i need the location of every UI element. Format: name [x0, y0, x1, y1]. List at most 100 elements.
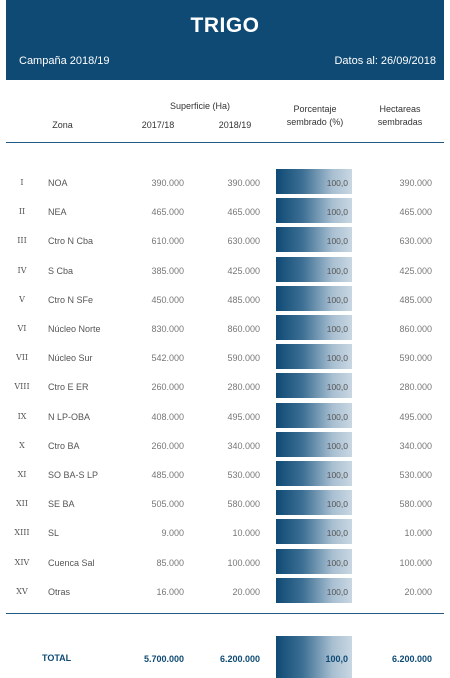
table-row: XIV Cuenca Sal 85.000 100.000 100.000 100,0	[6, 547, 444, 576]
hectares-sown: 495.000	[399, 411, 432, 422]
surface-2018-19: 580.000	[227, 499, 260, 510]
total-year1: 5.700.000	[143, 654, 184, 664]
pct-header-line1: Porcentaje	[293, 104, 337, 114]
pct-bar: 100,0	[276, 519, 352, 545]
pct-bar: 100,0	[276, 256, 352, 282]
row-number: XIII	[14, 528, 30, 538]
row-number: III	[17, 236, 27, 246]
table-row: X Ctro BA 260.000 340.000 340.000 100,0	[6, 430, 444, 459]
surface-2017-18: 16.000	[156, 586, 184, 597]
row-number: I	[20, 178, 24, 187]
surface-2017-18: 610.000	[151, 236, 184, 247]
pct-bar: 100,0	[276, 577, 352, 603]
header-divider	[6, 142, 444, 143]
zone-name: S Cba	[48, 265, 74, 276]
row-number: V	[19, 294, 25, 304]
total-divider	[6, 613, 444, 614]
pct-value: 100,0	[326, 470, 348, 480]
pct-bar: 100,0	[276, 461, 352, 486]
surface-2017-18: 390.000	[151, 178, 184, 188]
row-number: VI	[17, 324, 27, 333]
zone-name: Otras	[48, 586, 71, 597]
pct-value: 100,0	[326, 557, 348, 568]
surface-2018-19: 10.000	[232, 528, 260, 539]
hect-header-line1: Hectareas	[379, 104, 421, 114]
pct-value: 100,0	[326, 294, 348, 305]
table-row: IX N LP-OBA 408.000 495.000 495.000 100,0	[6, 401, 444, 430]
surface-2017-18: 450.000	[151, 294, 184, 305]
campaign-label: Campaña 2018/19	[19, 55, 110, 67]
hect-header: Hectareas sembradas	[360, 103, 440, 129]
pct-value: 100,0	[326, 324, 348, 334]
pct-header: Porcentaje sembrado (%)	[270, 103, 360, 129]
zone-name: Núcleo Norte	[48, 324, 101, 334]
hectares-sown: 20.000	[404, 586, 432, 597]
zona-header: Zona	[52, 120, 73, 130]
hectares-sown: 425.000	[399, 265, 432, 276]
surface-2017-18: 385.000	[151, 265, 184, 276]
surface-2017-18: 505.000	[151, 499, 184, 510]
surface-2018-19: 340.000	[227, 440, 260, 451]
hectares-sown: 100.000	[399, 557, 432, 568]
hect-header-line2: sembradas	[377, 117, 423, 127]
hectares-sown: 860.000	[399, 324, 432, 334]
year1-header: 2017/18	[141, 120, 175, 130]
zone-name: SE BA	[48, 499, 75, 510]
surface-2017-18: 465.000	[151, 207, 184, 218]
header-banner: TRIGO Campaña 2018/19 Datos al: 26/09/20…	[6, 0, 444, 80]
total-year2: 6.200.000	[219, 654, 260, 664]
surface-2017-18: 408.000	[151, 411, 184, 422]
pct-bar: 100,0	[276, 373, 352, 399]
table-row: III Ctro N Cba 610.000 630.000 630.000 100,0	[6, 225, 444, 254]
data-date-label: Datos al: 26/09/2018	[334, 55, 436, 67]
hectares-sown: 280.000	[399, 382, 432, 393]
row-number: X	[19, 440, 25, 450]
hectares-sown: 630.000	[399, 236, 432, 247]
row-number: XV	[16, 586, 28, 596]
surface-2017-18: 260.000	[151, 382, 184, 393]
row-number: IX	[17, 411, 27, 421]
surface-2018-19: 630.000	[227, 236, 260, 247]
hectares-sown: 485.000	[399, 294, 432, 305]
zone-name: Ctro N SFe	[48, 294, 94, 305]
surface-2017-18: 542.000	[151, 353, 184, 364]
table-row: XIII SL 9.000 10.000 10.000 100,0	[6, 517, 444, 546]
year2-header: 2018/19	[218, 120, 252, 130]
pct-value: 100,0	[326, 236, 348, 247]
surface-2017-18: 485.000	[151, 470, 184, 480]
table-row: VIII Ctro E ER 260.000 280.000 280.000 100,0	[6, 371, 444, 400]
pct-value: 100,0	[326, 382, 348, 393]
pct-bar: 100,0	[276, 285, 352, 311]
surface-2018-19: 100.000	[227, 557, 260, 568]
zone-name: NOA	[48, 178, 68, 188]
row-number: XI	[17, 470, 27, 479]
pct-value: 100,0	[326, 265, 348, 276]
table-row: VII Núcleo Sur 542.000 590.000 590.000 100,0	[6, 342, 444, 371]
pct-value: 100,0	[326, 353, 348, 364]
zone-name: N LP-OBA	[48, 411, 91, 422]
hectares-sown: 530.000	[399, 470, 432, 480]
surface-2017-18: 830.000	[151, 324, 184, 334]
pct-bar: 100,0	[276, 169, 352, 194]
row-number: VIII	[14, 382, 30, 392]
row-number: IV	[17, 265, 27, 275]
table-row: V Ctro N SFe 450.000 485.000 485.000 100,0	[6, 284, 444, 313]
pct-bar: 100,0	[276, 402, 352, 428]
surface-2018-19: 495.000	[227, 411, 260, 422]
hectares-sown: 390.000	[399, 178, 432, 188]
zone-name: SO BA-S LP	[48, 470, 99, 480]
table-row: XI SO BA-S LP 485.000 530.000 530.000 100,0	[6, 459, 444, 488]
pct-bar: 100,0	[276, 344, 352, 370]
pct-header-line2: sembrado (%)	[286, 117, 344, 127]
total-pct-value: 100,0	[325, 654, 348, 664]
hectares-sown: 590.000	[399, 353, 432, 364]
surface-2017-18: 260.000	[151, 440, 184, 451]
surface-2018-19: 425.000	[227, 265, 260, 276]
pct-value: 100,0	[326, 178, 348, 188]
surface-2018-19: 590.000	[227, 353, 260, 364]
surface-2018-19: 485.000	[227, 294, 260, 305]
row-number: XIV	[14, 557, 30, 567]
zone-name: Cuenca Sal	[48, 557, 95, 568]
total-pct-bar: 100,0	[276, 636, 352, 678]
page-title: TRIGO	[190, 14, 260, 37]
